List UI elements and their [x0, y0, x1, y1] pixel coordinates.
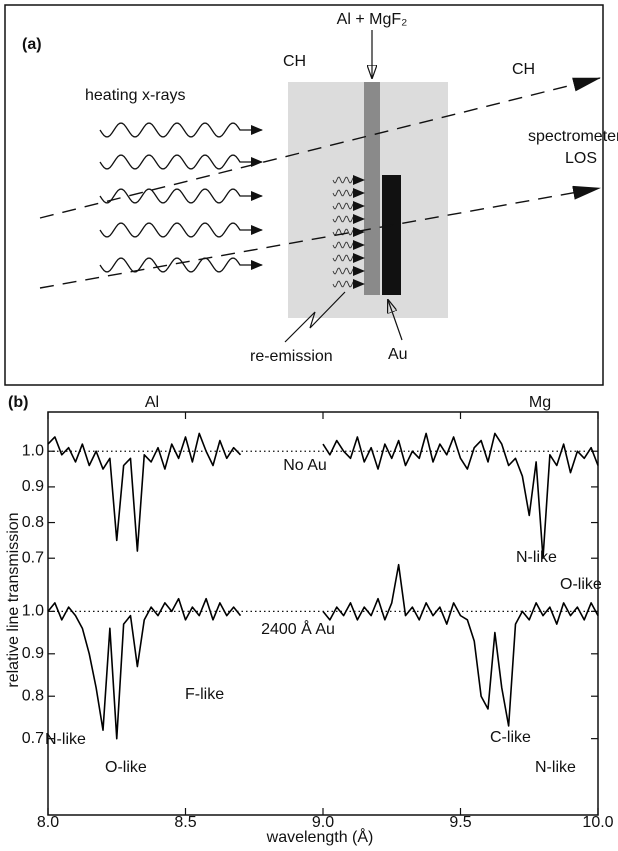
y-tick-label: 1.0	[22, 442, 44, 459]
al-mgf2-layer	[364, 82, 380, 295]
y-axis-label: relative line transmission	[5, 512, 22, 687]
annotation: N-like	[516, 549, 557, 566]
x-tick-label: 9.5	[449, 814, 471, 831]
los-line	[39, 185, 601, 289]
small-wave	[332, 240, 365, 250]
los-label: LOS	[565, 150, 597, 167]
x-tick-label: 10.0	[582, 814, 613, 831]
heating-label: heating x-rays	[85, 87, 186, 104]
series-label: 2400 Å Au	[261, 619, 335, 638]
y-tick-label: 0.8	[22, 514, 44, 531]
annotation: N-like	[535, 759, 576, 776]
layer-label: Al + MgF₂	[337, 11, 408, 28]
panel-label: (a)	[22, 36, 42, 53]
au-layer	[382, 175, 401, 295]
small-wave	[332, 175, 365, 185]
x-tick-label: 9.0	[312, 814, 334, 831]
y-tick-label: 0.7	[22, 730, 44, 747]
x-ray-wave	[99, 154, 263, 170]
series-label: No Au	[283, 457, 327, 474]
annotation: O-like	[560, 576, 602, 593]
los-label: spectrometer	[528, 128, 618, 145]
small-wave	[332, 279, 365, 289]
x-ray-wave	[99, 122, 263, 138]
panel-b: (b) Al Mg wavelength (Å) relative line t…	[5, 394, 613, 846]
au-label: Au	[388, 346, 408, 363]
x-axis-label: wavelength (Å)	[266, 827, 374, 846]
re-emission-label: re-emission	[250, 348, 333, 365]
ch-right-label: CH	[512, 61, 535, 78]
annotation: N-like	[45, 731, 86, 748]
small-wave	[332, 227, 365, 237]
y-tick-label: 0.8	[22, 687, 44, 704]
y-tick-label: 0.9	[22, 645, 44, 662]
small-wave	[332, 214, 365, 224]
annotation: O-like	[105, 759, 147, 776]
small-wave	[332, 188, 365, 198]
x-ray-wave	[99, 222, 263, 238]
small-wave	[332, 201, 365, 211]
data-line	[47, 563, 599, 740]
y-tick-label: 1.0	[22, 603, 44, 620]
x-ray-wave	[99, 188, 263, 204]
small-wave	[332, 266, 365, 276]
x-ray-wave	[99, 257, 263, 273]
small-wave	[332, 253, 365, 263]
ch-left-label: CH	[283, 53, 306, 70]
element-label: Mg	[529, 394, 551, 411]
y-tick-label: 0.9	[22, 478, 44, 495]
re-emission-waves	[332, 175, 365, 289]
x-tick-label: 8.0	[37, 814, 59, 831]
re-emission-pointer	[284, 291, 346, 343]
x-ray-waves	[99, 122, 263, 273]
annotation: C-like	[490, 729, 531, 746]
los-line	[39, 77, 601, 219]
panel-border	[4, 4, 604, 386]
y-tick-label: 0.7	[22, 549, 44, 566]
panel-a: (a) CH CH Al + MgF₂ heating x-rays spect…	[4, 4, 618, 386]
panel-label: (b)	[8, 394, 28, 411]
annotation: F-like	[185, 686, 224, 703]
data-line	[47, 432, 599, 560]
au-arrow	[388, 300, 403, 341]
element-label: Al	[145, 394, 159, 411]
x-tick-label: 8.5	[174, 814, 196, 831]
